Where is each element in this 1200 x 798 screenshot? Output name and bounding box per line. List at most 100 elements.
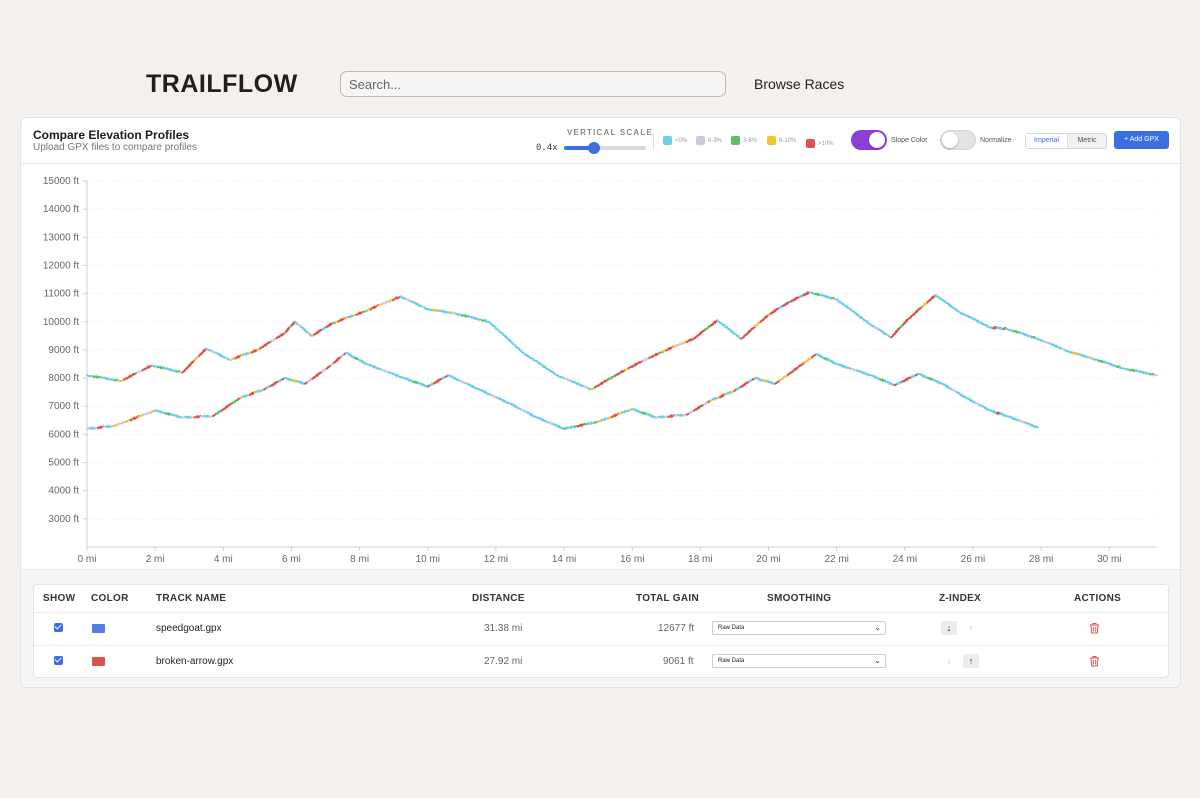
metric-button[interactable]: Metric bbox=[1077, 137, 1097, 144]
move-down-button[interactable]: ↓ bbox=[941, 621, 957, 635]
profile-segment bbox=[193, 415, 199, 419]
profile-segment bbox=[132, 372, 138, 376]
app-logo[interactable]: TRAILFLOW bbox=[146, 70, 298, 98]
profile-segment bbox=[285, 376, 290, 381]
profile-segment bbox=[460, 314, 467, 317]
profile-segment bbox=[546, 367, 552, 372]
divider bbox=[653, 134, 654, 150]
profile-segment bbox=[499, 397, 505, 403]
profile-segment bbox=[412, 380, 417, 384]
slope-color-toggle[interactable] bbox=[851, 130, 887, 150]
profile-segment bbox=[1027, 334, 1033, 338]
move-down-button[interactable]: ↓ bbox=[946, 656, 952, 666]
profile-segment bbox=[528, 356, 535, 360]
profile-segment bbox=[907, 316, 912, 320]
move-up-button[interactable]: ↑ bbox=[968, 623, 974, 633]
profile-segment bbox=[487, 392, 493, 396]
chevron-down-icon: ⌄ bbox=[874, 623, 881, 632]
series-speedgoat[interactable] bbox=[86, 291, 1158, 391]
track-gain: 12677 ft bbox=[658, 623, 695, 634]
profile-segment bbox=[166, 367, 172, 372]
toggle-knob bbox=[869, 132, 885, 148]
profile-segment bbox=[576, 423, 583, 428]
profile-segment bbox=[798, 362, 805, 367]
y-tick-label: 14000 ft bbox=[43, 204, 79, 215]
profile-segment bbox=[1149, 372, 1155, 376]
profile-segment bbox=[250, 349, 256, 354]
profile-segment bbox=[1009, 415, 1015, 421]
y-tick-label: 11000 ft bbox=[44, 289, 80, 300]
show-checkbox[interactable] bbox=[54, 656, 63, 665]
profile-segment bbox=[658, 415, 664, 419]
show-checkbox[interactable] bbox=[54, 623, 63, 632]
trash-icon[interactable] bbox=[1089, 655, 1100, 667]
profile-segment bbox=[471, 315, 477, 321]
track-color-swatch[interactable] bbox=[92, 657, 105, 666]
smoothing-select[interactable]: Raw Data ⌄ bbox=[712, 654, 886, 668]
browse-races-link[interactable]: Browse Races bbox=[754, 76, 845, 92]
profile-segment bbox=[448, 311, 454, 315]
profile-segment bbox=[516, 406, 522, 411]
profile-segment bbox=[477, 318, 484, 322]
profile-segment bbox=[1112, 364, 1118, 368]
track-table: SHOW COLOR TRACK NAME DISTANCE TOTAL GAI… bbox=[33, 584, 1169, 678]
profile-segment bbox=[640, 411, 646, 415]
profile-segment bbox=[1079, 353, 1084, 358]
profile-segment bbox=[554, 423, 560, 429]
y-tick-label: 5000 ft bbox=[48, 458, 79, 469]
add-gpx-button[interactable]: + Add GPX bbox=[1114, 131, 1169, 149]
profile-segment bbox=[248, 391, 254, 397]
imperial-button[interactable]: Imperial bbox=[1026, 134, 1068, 148]
profile-segment bbox=[256, 390, 261, 393]
profile-segment bbox=[992, 326, 997, 330]
x-tick-label: 28 mi bbox=[1029, 554, 1053, 565]
profile-segment bbox=[1009, 328, 1015, 332]
profile-segment bbox=[590, 387, 596, 391]
header-smoothing: SMOOTHING bbox=[767, 593, 832, 604]
profile-segment bbox=[751, 325, 756, 331]
profile-segment bbox=[468, 383, 474, 389]
profile-segment bbox=[665, 346, 671, 352]
header-actions: ACTIONS bbox=[1074, 593, 1122, 604]
profile-segment bbox=[1072, 351, 1077, 355]
trash-icon[interactable] bbox=[1089, 622, 1100, 634]
profile-segment bbox=[822, 294, 827, 299]
profile-segment bbox=[113, 378, 119, 382]
profile-segment bbox=[774, 379, 781, 385]
profile-segment bbox=[920, 304, 926, 308]
profile-segment bbox=[440, 309, 446, 314]
profile-segment bbox=[129, 416, 136, 422]
x-tick-label: 10 mi bbox=[416, 554, 440, 565]
profile-segment bbox=[979, 321, 985, 326]
legend-swatch bbox=[663, 136, 672, 145]
search-input[interactable] bbox=[340, 71, 726, 97]
profile-segment bbox=[1128, 368, 1135, 372]
normalize-label: Normalize bbox=[980, 137, 1012, 144]
profile-segment bbox=[481, 319, 487, 322]
normalize-toggle[interactable] bbox=[940, 130, 976, 150]
profile-segment bbox=[782, 374, 789, 379]
smoothing-select[interactable]: Raw Data ⌄ bbox=[712, 621, 886, 635]
vertical-scale-slider[interactable] bbox=[564, 142, 646, 154]
profile-segment bbox=[392, 296, 398, 302]
profile-segment bbox=[369, 363, 375, 369]
profile-segment bbox=[638, 360, 644, 364]
track-color-swatch[interactable] bbox=[92, 624, 105, 633]
slider-thumb[interactable] bbox=[588, 142, 600, 154]
profile-segment bbox=[830, 296, 835, 300]
x-tick-label: 8 mi bbox=[350, 554, 369, 565]
profile-segment bbox=[418, 304, 424, 308]
x-tick-label: 12 mi bbox=[484, 554, 508, 565]
profile-segment bbox=[491, 323, 497, 329]
x-tick-label: 14 mi bbox=[552, 554, 576, 565]
series-broken-arrow[interactable] bbox=[86, 351, 1039, 430]
profile-segment bbox=[961, 312, 967, 317]
profile-segment bbox=[633, 408, 638, 413]
profile-segment bbox=[291, 379, 296, 383]
elevation-chart[interactable]: 3000 ft 4000 ft 5000 ft 6000 ft 7000 ft 8000 … bbox=[21, 165, 1181, 569]
legend-label: 6-10% bbox=[779, 138, 797, 144]
profile-segment bbox=[624, 367, 630, 371]
move-up-button[interactable]: ↑ bbox=[963, 654, 979, 668]
profile-segment bbox=[859, 315, 865, 321]
profile-segment bbox=[718, 321, 724, 326]
